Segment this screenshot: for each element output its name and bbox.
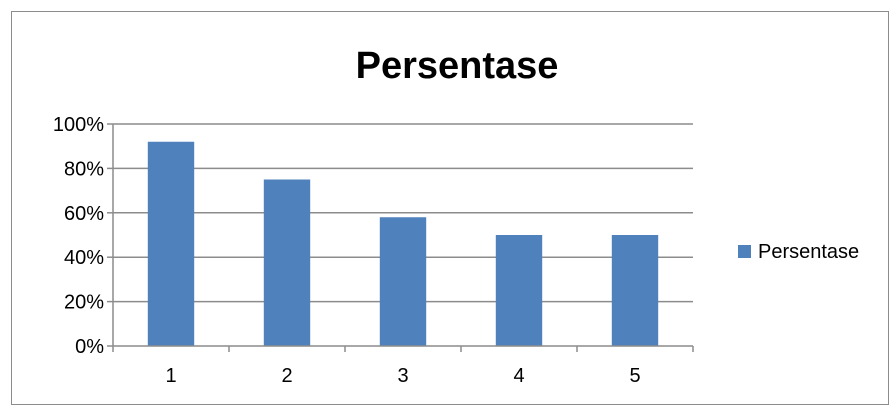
x-tick-label: 3: [397, 365, 408, 387]
legend: Persentase: [738, 241, 859, 263]
legend-swatch: [738, 245, 751, 258]
x-tick-label: 2: [281, 365, 292, 387]
x-tick-label: 4: [513, 365, 524, 387]
axes: [107, 123, 694, 352]
bar: [379, 217, 427, 346]
y-tick-label: 20%: [64, 292, 104, 314]
y-axis-tick-labels: 0% 20% 40% 60% 80% 100%: [53, 114, 104, 358]
bars: [147, 141, 659, 346]
y-tick-label: 100%: [53, 114, 104, 136]
bar: [611, 235, 659, 346]
y-tick-label: 40%: [64, 247, 104, 269]
y-tick-label: 0%: [75, 336, 104, 358]
bar: [263, 179, 311, 346]
x-tick-label: 5: [629, 365, 640, 387]
x-tick-label: 1: [165, 365, 176, 387]
y-tick-label: 80%: [64, 158, 104, 180]
legend-label: Persentase: [758, 241, 859, 263]
bar: [495, 235, 543, 346]
x-axis-tick-labels: 1 2 3 4 5: [165, 365, 640, 387]
y-tick-label: 60%: [64, 203, 104, 225]
bar: [147, 141, 195, 346]
chart-title: Persentase: [356, 45, 559, 87]
